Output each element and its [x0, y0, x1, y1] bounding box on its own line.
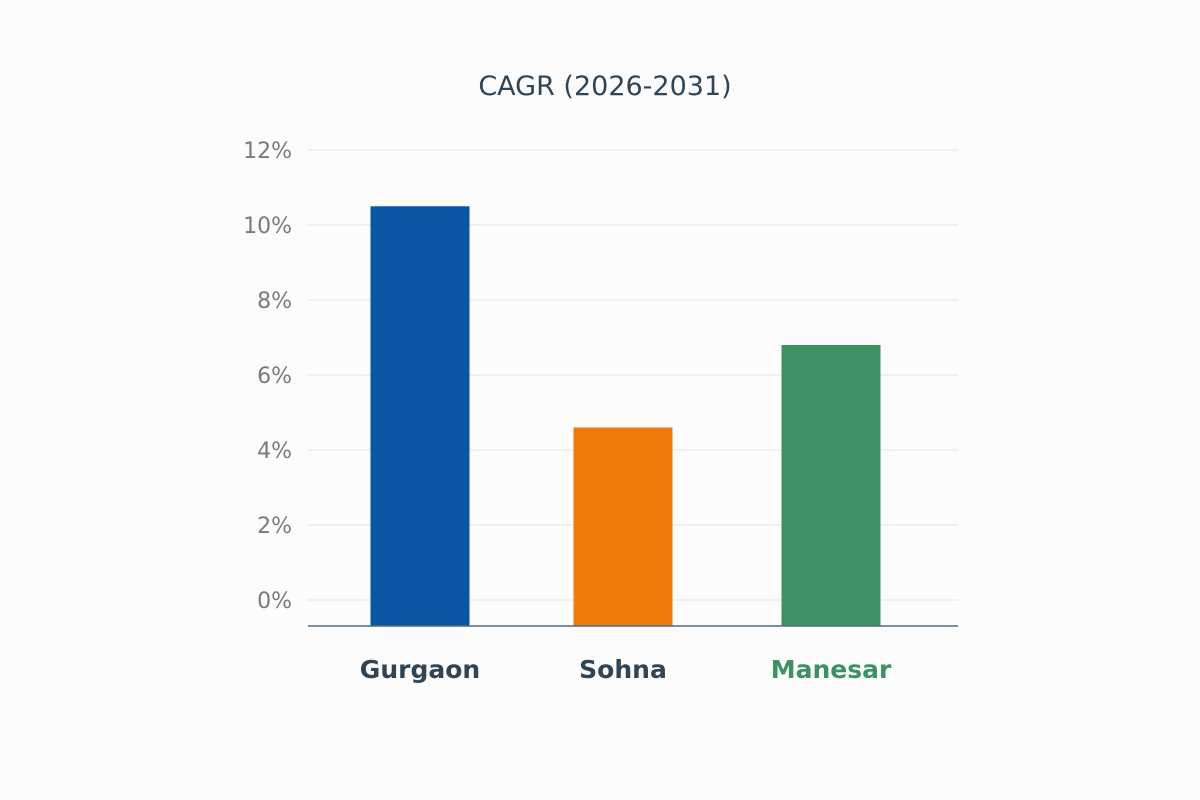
- bar-manesar: [781, 345, 881, 626]
- y-tick-label: 10%: [243, 214, 292, 239]
- x-tick-label-gurgaon: Gurgaon: [360, 655, 480, 684]
- chart-title: CAGR (2026-2031): [478, 71, 731, 102]
- y-axis-ticks: 0% 2% 4% 6% 8% 10% 12%: [243, 139, 292, 614]
- bar-gurgaon: [370, 206, 470, 626]
- y-tick-label: 4%: [257, 439, 292, 464]
- bar-sohna: [573, 427, 673, 626]
- y-tick-label: 0%: [257, 589, 292, 614]
- y-tick-label: 2%: [257, 514, 292, 539]
- x-tick-label-manesar: Manesar: [771, 655, 892, 684]
- x-tick-label-sohna: Sohna: [579, 655, 667, 684]
- y-tick-label: 8%: [257, 289, 292, 314]
- x-axis-categories: Gurgaon Sohna Manesar: [360, 655, 892, 684]
- y-tick-label: 12%: [243, 139, 292, 164]
- y-tick-label: 6%: [257, 364, 292, 389]
- bars: [370, 206, 881, 626]
